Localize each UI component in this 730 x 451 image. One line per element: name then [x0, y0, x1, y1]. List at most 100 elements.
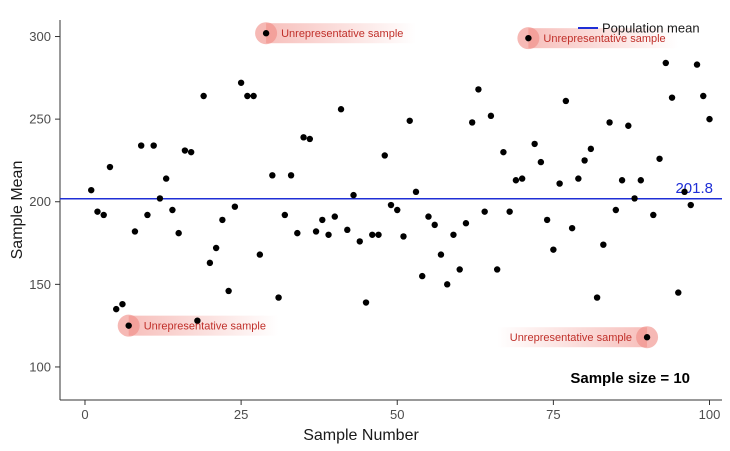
data-point	[106, 163, 114, 171]
data-point	[369, 231, 376, 238]
data-point	[237, 79, 245, 86]
data-point	[200, 92, 207, 100]
annotation-label: Unrepresentative sample	[144, 321, 266, 333]
data-point	[331, 213, 338, 220]
annotation-highlight-band	[528, 28, 679, 49]
data-point	[568, 224, 576, 232]
legend-label: Population mean	[602, 21, 700, 36]
data-point	[244, 92, 251, 100]
data-point	[125, 322, 132, 329]
data-point	[500, 148, 507, 156]
data-point	[456, 266, 463, 273]
data-point	[212, 244, 220, 252]
data-point	[537, 158, 545, 166]
data-point	[643, 334, 651, 341]
data-point	[425, 213, 432, 220]
data-point	[156, 195, 164, 202]
y-axis-title: Sample Mean	[9, 161, 26, 260]
data-point	[325, 231, 332, 238]
data-point	[256, 251, 264, 258]
data-point	[400, 233, 407, 240]
data-point	[150, 142, 157, 149]
data-point	[668, 94, 676, 101]
data-point	[575, 175, 582, 182]
y-tick-label: 150	[29, 277, 51, 292]
y-tick-label: 100	[29, 359, 51, 374]
data-point	[350, 191, 357, 199]
data-point	[475, 86, 482, 93]
data-point	[612, 206, 620, 214]
data-point	[543, 216, 551, 224]
data-point	[206, 259, 214, 267]
data-point	[631, 195, 638, 202]
data-point	[100, 211, 107, 219]
data-point	[262, 30, 270, 37]
data-point	[462, 220, 470, 227]
data-point	[387, 201, 395, 209]
data-point	[506, 208, 513, 215]
data-point	[162, 175, 170, 182]
data-point	[681, 188, 688, 196]
data-point	[419, 272, 426, 280]
data-point	[337, 106, 345, 113]
annotation-label: Unrepresentative sample	[543, 33, 665, 45]
data-point	[600, 241, 607, 248]
data-point	[468, 119, 476, 126]
x-tick-label: 75	[546, 407, 560, 422]
data-point	[450, 231, 457, 238]
data-point	[406, 117, 413, 124]
data-point	[219, 216, 226, 224]
x-tick-label: 50	[390, 407, 404, 422]
annotation-highlight-band	[266, 23, 417, 44]
data-point	[231, 203, 239, 210]
data-point	[306, 135, 314, 143]
data-point	[344, 226, 351, 234]
data-point	[119, 300, 126, 308]
data-point	[618, 177, 626, 184]
data-point	[437, 251, 445, 258]
sample-size-note: Sample size = 10	[570, 370, 690, 387]
data-point	[487, 112, 495, 120]
data-point	[562, 97, 570, 105]
x-tick-label: 0	[81, 407, 88, 422]
data-point	[169, 206, 176, 214]
data-point	[375, 231, 382, 238]
data-point	[137, 142, 145, 149]
data-point	[444, 281, 451, 288]
data-point	[88, 186, 95, 194]
annotation-label: Unrepresentative sample	[281, 28, 403, 40]
data-point	[606, 119, 613, 126]
data-point	[556, 180, 563, 187]
data-point	[587, 145, 595, 153]
data-point	[431, 221, 438, 229]
data-point	[706, 115, 713, 123]
data-point	[294, 229, 301, 237]
x-axis-title: Sample Number	[303, 427, 419, 444]
data-point	[637, 177, 645, 184]
data-point	[550, 246, 557, 253]
data-point	[225, 287, 232, 295]
axes: 0 25 50 75 100 100 150 200 250 300 Sample Number Sa…	[9, 20, 722, 444]
data-point	[144, 211, 151, 219]
data-point	[581, 157, 588, 164]
data-point	[650, 211, 657, 219]
annotation-highlight-band	[497, 327, 648, 348]
data-point	[131, 228, 139, 235]
data-point	[356, 238, 363, 245]
data-point	[113, 305, 120, 313]
data-point	[531, 140, 538, 148]
data-point	[525, 34, 532, 42]
data-point	[481, 208, 488, 215]
annotation-labels: Unrepresentative sample Unrepresentative …	[144, 28, 666, 344]
data-point	[518, 175, 526, 182]
data-point	[362, 299, 370, 306]
data-point	[194, 317, 201, 324]
y-tick-label: 200	[29, 194, 51, 209]
data-point	[381, 152, 388, 159]
data-point	[625, 122, 632, 129]
data-point	[693, 61, 701, 68]
annotation-label: Unrepresentative sample	[510, 332, 632, 344]
data-point	[593, 294, 601, 301]
data-point	[662, 59, 669, 67]
